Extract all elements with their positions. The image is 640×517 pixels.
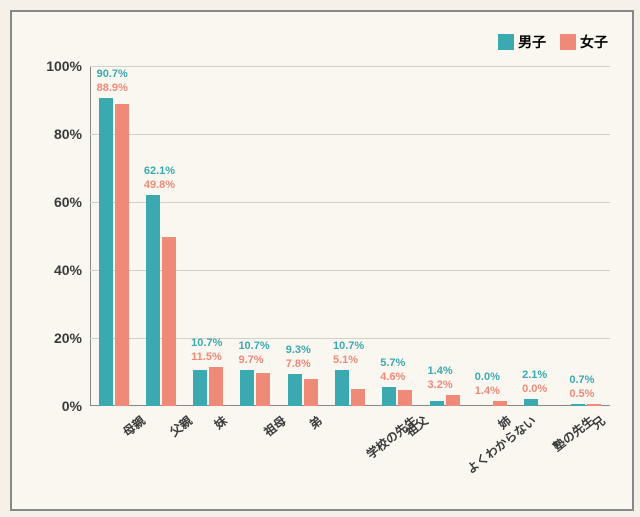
x-tick-label: 祖母 <box>261 412 290 440</box>
value-label-male: 10.7% <box>191 337 222 349</box>
y-tick-label: 80% <box>54 126 82 142</box>
bar-male <box>524 399 538 406</box>
value-label-female: 3.2% <box>428 379 453 391</box>
value-label-female: 4.6% <box>380 371 405 383</box>
value-label-male: 10.7% <box>238 340 269 352</box>
bar-female <box>162 237 176 406</box>
bar-male <box>146 195 160 406</box>
bar-female <box>398 390 412 406</box>
value-label-female: 5.1% <box>333 354 358 366</box>
value-label-female: 0.0% <box>522 383 547 395</box>
bar-female <box>304 379 318 406</box>
value-label-male: 10.7% <box>333 340 364 352</box>
value-label-male: 5.7% <box>380 357 405 369</box>
value-label-female: 11.5% <box>191 351 222 363</box>
bar-group: 9.3%7.8%弟 <box>279 66 326 406</box>
bar-male <box>335 370 349 406</box>
y-tick-label: 0% <box>62 398 82 414</box>
legend-item-female: 女子 <box>560 32 608 52</box>
value-label-male: 9.3% <box>286 344 311 356</box>
legend-swatch-female <box>560 34 576 50</box>
bar-group: 90.7%88.9%母親 <box>90 66 137 406</box>
value-label-male: 1.4% <box>428 365 453 377</box>
value-label-male: 90.7% <box>97 68 128 80</box>
bar-female <box>209 367 223 406</box>
chart-frame: 男子 女子 0% 20% 40% 60% 80% 100% 90.7% 88.9% 母親 62.1… <box>10 10 634 511</box>
value-label-female: 7.8% <box>286 358 311 370</box>
bar-male <box>382 387 396 406</box>
bar-group: 62.1%49.8%父親 <box>137 66 184 406</box>
plot-area: 0%20%40%60%80%100%90.7%88.9%母親62.1%49.8%… <box>90 66 610 406</box>
bar-group: 10.7%9.7%祖母 <box>232 66 279 406</box>
legend: 男子 女子 <box>488 32 608 53</box>
bar-female <box>587 404 601 406</box>
bar-group: 10.7%11.5%妹 <box>185 66 232 406</box>
bar-female <box>115 104 129 406</box>
value-label-female: 49.8% <box>144 179 175 191</box>
bar-male <box>193 370 207 406</box>
bar-group: 5.7%4.6%祖父 <box>374 66 421 406</box>
legend-item-male: 男子 <box>498 32 546 52</box>
value-label-female: 0.5% <box>569 388 594 400</box>
bar-group: 2.1%0.0%塾の先生 <box>515 66 562 406</box>
y-tick-label: 40% <box>54 262 82 278</box>
bar-male <box>571 404 585 406</box>
bar-male <box>240 370 254 406</box>
bar-female <box>256 373 270 406</box>
bar-group: 10.7%5.1%学校の先生 <box>326 66 373 406</box>
legend-swatch-male <box>498 34 514 50</box>
bar-female <box>351 389 365 406</box>
bar-group: 0.7%0.5%兄 <box>563 66 610 406</box>
y-tick-label: 60% <box>54 194 82 210</box>
x-tick-label: 父親 <box>166 412 195 440</box>
bar-female <box>493 401 507 406</box>
value-label-male: 2.1% <box>522 369 547 381</box>
legend-label-male: 男子 <box>518 32 546 52</box>
y-tick-label: 20% <box>54 330 82 346</box>
bar-male <box>430 401 444 406</box>
x-tick-label: 弟 <box>305 412 325 433</box>
value-label-male: 0.0% <box>475 371 500 383</box>
bar-group: 0.0%1.4%姉 <box>468 66 515 406</box>
value-label-female: 1.4% <box>475 385 500 397</box>
value-label-male: 62.1% <box>144 165 175 177</box>
value-label-female: 88.9% <box>97 82 128 94</box>
value-label-male: 0.7% <box>569 374 594 386</box>
bar-male <box>288 374 302 406</box>
x-tick-label: 妹 <box>211 412 231 433</box>
legend-label-female: 女子 <box>580 32 608 52</box>
bar-female <box>446 395 460 406</box>
y-tick-label: 100% <box>46 58 82 74</box>
bar-group: 1.4%3.2%よくわからない <box>421 66 468 406</box>
x-tick-label: 母親 <box>119 412 148 440</box>
bar-male <box>99 98 113 406</box>
value-label-female: 9.7% <box>238 354 263 366</box>
